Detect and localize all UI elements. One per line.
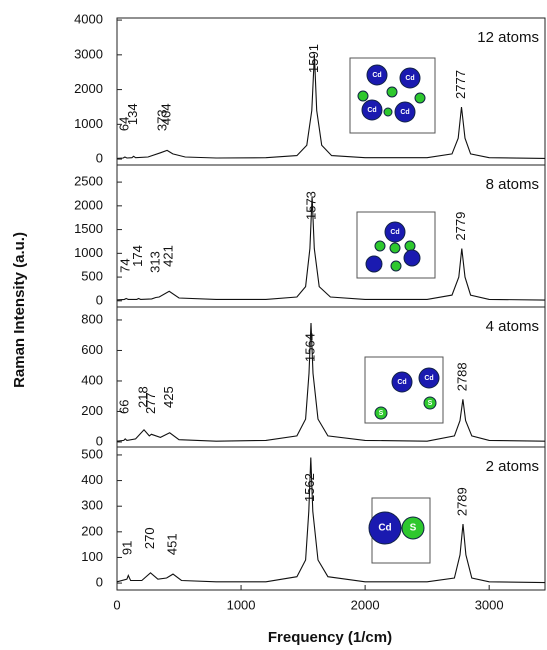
panel-title: 4 atoms: [486, 318, 539, 335]
atom: [404, 240, 416, 252]
peak-label: 2777: [453, 70, 468, 99]
panel-frame: [116, 446, 546, 591]
peak-label: 451: [164, 533, 179, 555]
atom: [361, 99, 383, 121]
atom-label: S: [379, 410, 384, 417]
atom-label: Cd: [372, 72, 381, 79]
peak-label: 1564: [302, 333, 317, 362]
y-tick-label: 200: [81, 403, 103, 418]
peak-label: 1562: [302, 473, 317, 502]
y-axis-label: Raman Intensity (a.u.): [11, 232, 28, 388]
panel-title: 12 atoms: [477, 29, 539, 46]
y-tick-label: 1500: [74, 221, 103, 236]
y-tick-label: 500: [81, 269, 103, 284]
peak-label: 425: [161, 386, 176, 408]
atom-label: Cd: [390, 229, 399, 236]
atom: [389, 242, 401, 254]
x-axis-label: Frequency (1/cm): [268, 629, 392, 646]
peak-label: 404: [159, 103, 174, 125]
atom-label: Cd: [405, 75, 414, 82]
atom: [391, 371, 413, 393]
atom: [403, 249, 421, 267]
y-tick-label: 100: [81, 549, 103, 564]
peak-label: 134: [125, 103, 140, 125]
y-tick-label: 200: [81, 523, 103, 538]
spectrum-line: [116, 196, 546, 301]
atom-label: Cd: [397, 379, 406, 386]
peak-label: 1573: [304, 191, 319, 220]
atom: [368, 511, 402, 545]
y-tick-label: 400: [81, 372, 103, 387]
atom-label: Cd: [367, 107, 376, 114]
peak-label: 174: [130, 245, 145, 267]
spectrum-line: [116, 322, 546, 442]
peak-label: 373: [155, 109, 170, 131]
peak-label: 64: [116, 117, 131, 131]
x-tick-label: 0: [113, 597, 120, 612]
spectrum-line: [116, 457, 546, 584]
peak-label: 2789: [454, 487, 469, 516]
atom-label: Cd: [378, 523, 391, 534]
y-tick-label: 1000: [74, 245, 103, 260]
x-tick-label: 3000: [475, 597, 504, 612]
y-tick-label: 400: [81, 472, 103, 487]
peak-label: 421: [161, 245, 176, 267]
atom: [357, 90, 369, 102]
x-tick-label: 2000: [351, 597, 380, 612]
atom: [386, 86, 398, 98]
y-tick-label: 300: [81, 498, 103, 513]
peak-label: 2788: [454, 362, 469, 391]
atom: [366, 64, 388, 86]
y-tick-label: 0: [96, 575, 103, 590]
y-tick-label: 0: [96, 433, 103, 448]
atom-label: S: [410, 523, 417, 534]
peak-label: 277: [143, 392, 158, 414]
y-tick-label: 600: [81, 342, 103, 357]
panel-title: 8 atoms: [486, 176, 539, 193]
peak-label: 313: [147, 251, 162, 273]
atom-label: S: [428, 400, 433, 407]
y-tick-label: 3000: [74, 46, 103, 61]
y-tick-label: 0: [96, 151, 103, 166]
y-tick-label: 2500: [74, 174, 103, 189]
atom-label: Cd: [400, 109, 409, 116]
y-tick-label: 0: [96, 292, 103, 307]
atom: [401, 516, 425, 540]
panel-frame: [116, 306, 546, 448]
peak-label: 270: [142, 527, 157, 549]
x-tick-label: 1000: [227, 597, 256, 612]
atom: [365, 255, 383, 273]
atom: [423, 396, 437, 410]
panel-title: 2 atoms: [486, 458, 539, 475]
peak-label: 218: [135, 386, 150, 408]
atom: [383, 107, 393, 117]
y-tick-label: 2000: [74, 81, 103, 96]
atom-label: Cd: [424, 375, 433, 382]
panel-frame: [116, 164, 546, 308]
atom: [374, 240, 386, 252]
atom: [384, 221, 406, 243]
y-tick-label: 500: [81, 446, 103, 461]
peak-label: 91: [120, 541, 135, 555]
atom: [414, 92, 426, 104]
y-tick-label: 2000: [74, 197, 103, 212]
y-tick-label: 4000: [74, 12, 103, 27]
atom: [374, 406, 388, 420]
spectrum-line: [116, 54, 546, 159]
y-tick-label: 1000: [74, 116, 103, 131]
atom: [418, 367, 440, 389]
atom: [394, 101, 416, 123]
peak-label: 2779: [453, 212, 468, 241]
atom: [390, 260, 402, 272]
atom: [399, 67, 421, 89]
peak-label: 74: [118, 258, 133, 272]
peak-label: 66: [117, 399, 132, 413]
peak-label: 1591: [306, 44, 321, 73]
y-tick-label: 800: [81, 311, 103, 326]
